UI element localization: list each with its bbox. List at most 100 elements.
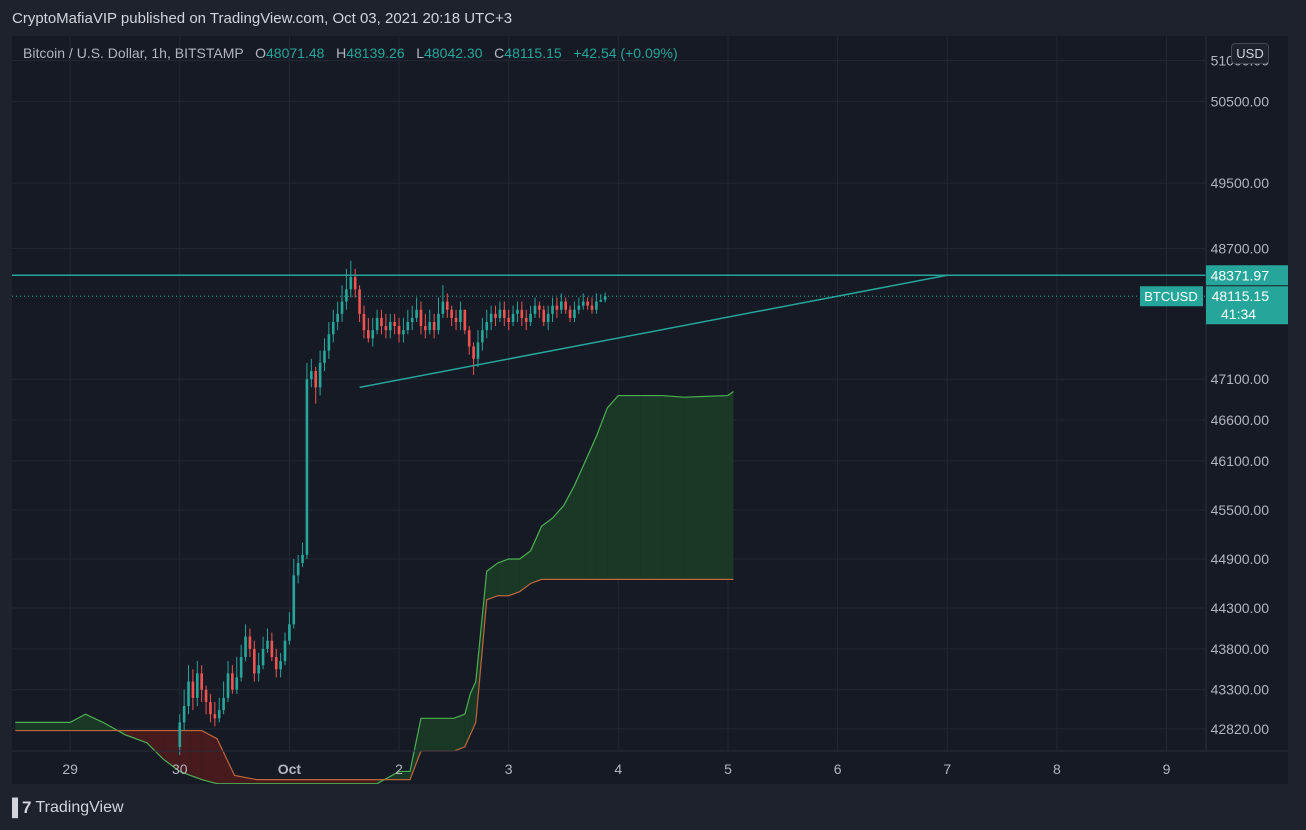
- cloud-segment: [464, 693, 471, 747]
- close-label: C: [494, 45, 505, 61]
- y-tick-label: 48700.00: [1211, 240, 1270, 256]
- candle-body: [187, 681, 190, 707]
- candle-body: [568, 309, 572, 318]
- symbol-title[interactable]: Bitcoin / U.S. Dollar, 1h, BITSTAMP: [23, 45, 244, 61]
- cloud-segment: [399, 771, 410, 780]
- ascending-trendline: [359, 274, 948, 389]
- candle-body: [485, 322, 489, 331]
- cloud-segment: [508, 558, 520, 596]
- candle-body: [296, 563, 300, 576]
- ichimoku-cloud: [15, 390, 734, 784]
- cloud-segment: [85, 714, 104, 731]
- drawing-lines[interactable]: [12, 274, 1206, 389]
- symbol-legend[interactable]: Bitcoin / U.S. Dollar, 1h, BITSTAMP O480…: [23, 45, 678, 61]
- cloud-segment: [217, 738, 235, 784]
- candle-body: [182, 706, 186, 723]
- x-tick-label: 9: [1163, 761, 1171, 777]
- grid-lines: [12, 36, 1206, 751]
- y-tick-label: 46100.00: [1211, 453, 1270, 469]
- candle-body: [178, 722, 182, 747]
- candle-body: [476, 342, 480, 359]
- candle-body: [318, 362, 322, 388]
- candle-body: [336, 313, 339, 322]
- cloud-span-a-line: [15, 390, 734, 784]
- currency-badge[interactable]: USD: [1231, 43, 1269, 64]
- candle-body: [217, 710, 221, 719]
- candle-body: [209, 701, 212, 715]
- candle-body: [424, 326, 427, 331]
- footer-brand[interactable]: ▌7 TradingView: [12, 798, 124, 818]
- candle-body: [410, 317, 414, 322]
- candle-body: [445, 301, 449, 310]
- candle-body: [437, 313, 440, 331]
- cloud-segment: [146, 730, 164, 760]
- candle-body: [288, 624, 291, 641]
- candle-body: [213, 714, 217, 719]
- symbol-price-text: BTCUSD: [1144, 289, 1197, 304]
- candle-body: [362, 313, 366, 331]
- cloud-span-b-line: [15, 578, 734, 781]
- candle-body: [481, 330, 484, 343]
- close-value: 48115.15: [504, 45, 562, 61]
- candle-body: [305, 379, 309, 555]
- candle-body: [467, 330, 471, 347]
- cloud-segment: [256, 779, 290, 784]
- cloud-segment: [541, 518, 553, 580]
- candle-body: [200, 673, 203, 690]
- y-tick-label: 49500.00: [1211, 175, 1270, 191]
- cloud-segment: [201, 730, 218, 784]
- candle-body: [204, 689, 208, 702]
- candle-body: [252, 648, 256, 674]
- cloud-segment: [70, 714, 86, 731]
- candle-body: [345, 289, 348, 302]
- candle-body: [340, 301, 344, 314]
- cloud-segment: [727, 391, 734, 580]
- cloud-segment: [574, 460, 586, 580]
- cloud-segment: [453, 714, 465, 751]
- last-price-tag: [1206, 286, 1288, 325]
- cloud-segment: [596, 407, 608, 580]
- candle-body: [502, 309, 506, 318]
- change-value: +42.54 (+0.09%): [573, 45, 678, 61]
- candle-body: [450, 309, 453, 318]
- candle-body: [577, 305, 581, 310]
- cloud-segment: [618, 395, 641, 580]
- cloud-segment: [563, 485, 575, 580]
- x-tick-label: 29: [62, 761, 78, 777]
- time-axis[interactable]: 29 30 Oct 2 3 4 5 6 7 8 9: [12, 750, 1288, 777]
- y-tick-label: 43800.00: [1211, 641, 1270, 657]
- candle-body: [257, 665, 261, 674]
- candle-body: [279, 661, 282, 670]
- cloud-segment: [475, 571, 487, 723]
- cloud-segment: [190, 730, 202, 780]
- candle-body: [353, 277, 357, 290]
- cloud-segment: [585, 436, 597, 580]
- candle-body: [195, 673, 199, 698]
- candle-body: [292, 575, 296, 625]
- cloud-segment: [103, 722, 125, 735]
- cloud-segment: [684, 396, 707, 580]
- candle-body: [463, 309, 467, 331]
- candle-body: [380, 317, 383, 327]
- candle-body: [235, 677, 239, 690]
- candle-body: [358, 289, 361, 314]
- candle-body: [244, 636, 247, 658]
- price-chart[interactable]: 51000.0050500.0049500.0048700.0047100.00…: [12, 36, 1288, 784]
- cloud-segment: [344, 779, 378, 784]
- candle-body: [222, 697, 225, 711]
- price-labels: 48371.97 48115.15 41:34 BTCUSD: [1140, 265, 1288, 325]
- candle-body: [524, 317, 528, 322]
- y-tick-label: 42820.00: [1211, 721, 1270, 737]
- resistance-price-tag: [1206, 265, 1288, 286]
- candle-body: [498, 309, 502, 318]
- candlestick-series: [178, 260, 607, 756]
- candle-body: [239, 657, 243, 678]
- candle-body: [402, 330, 405, 335]
- candle-body: [507, 317, 510, 322]
- candle-body: [494, 313, 497, 318]
- chart-panel[interactable]: 51000.0050500.0049500.0048700.0047100.00…: [12, 36, 1288, 784]
- y-tick-label: 46600.00: [1211, 412, 1270, 428]
- last-price-text: 48115.15: [1212, 288, 1270, 304]
- price-axis[interactable]: 51000.0050500.0049500.0048700.0047100.00…: [1205, 36, 1270, 751]
- candle-body: [274, 657, 278, 670]
